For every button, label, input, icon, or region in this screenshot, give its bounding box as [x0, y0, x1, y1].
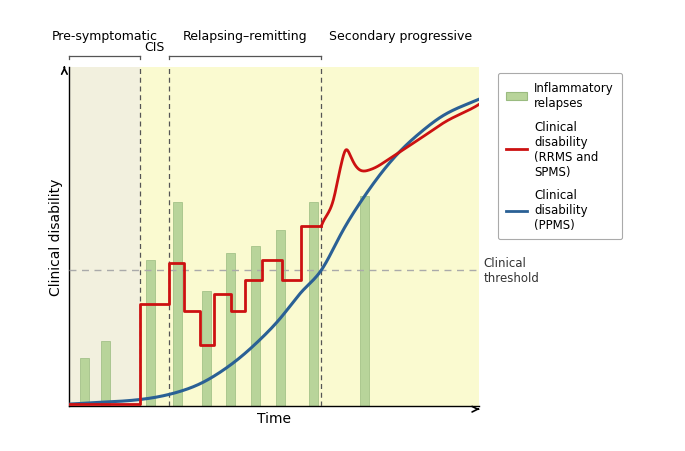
Bar: [275, 230, 285, 406]
Bar: [68, 68, 140, 406]
Text: CIS: CIS: [144, 41, 164, 54]
Text: Clinical
threshold: Clinical threshold: [484, 257, 540, 285]
Bar: [360, 196, 369, 406]
Legend: Inflammatory
relapses, Clinical
disability
(RRMS and
SPMS), Clinical
disability
: Inflammatory relapses, Clinical disabili…: [498, 74, 623, 240]
Bar: [146, 261, 155, 406]
Text: Pre-symptomatic: Pre-symptomatic: [51, 30, 158, 43]
X-axis label: Time: Time: [257, 411, 291, 425]
Bar: [251, 247, 260, 406]
Text: Relapsing–remitting: Relapsing–remitting: [183, 30, 308, 43]
Bar: [201, 291, 211, 406]
Bar: [140, 68, 480, 406]
Bar: [173, 203, 182, 406]
Y-axis label: Clinical disability: Clinical disability: [49, 178, 63, 295]
Bar: [226, 253, 236, 406]
Bar: [101, 342, 110, 406]
Bar: [80, 359, 90, 406]
Bar: [308, 203, 318, 406]
Text: Secondary progressive: Secondary progressive: [329, 30, 472, 43]
